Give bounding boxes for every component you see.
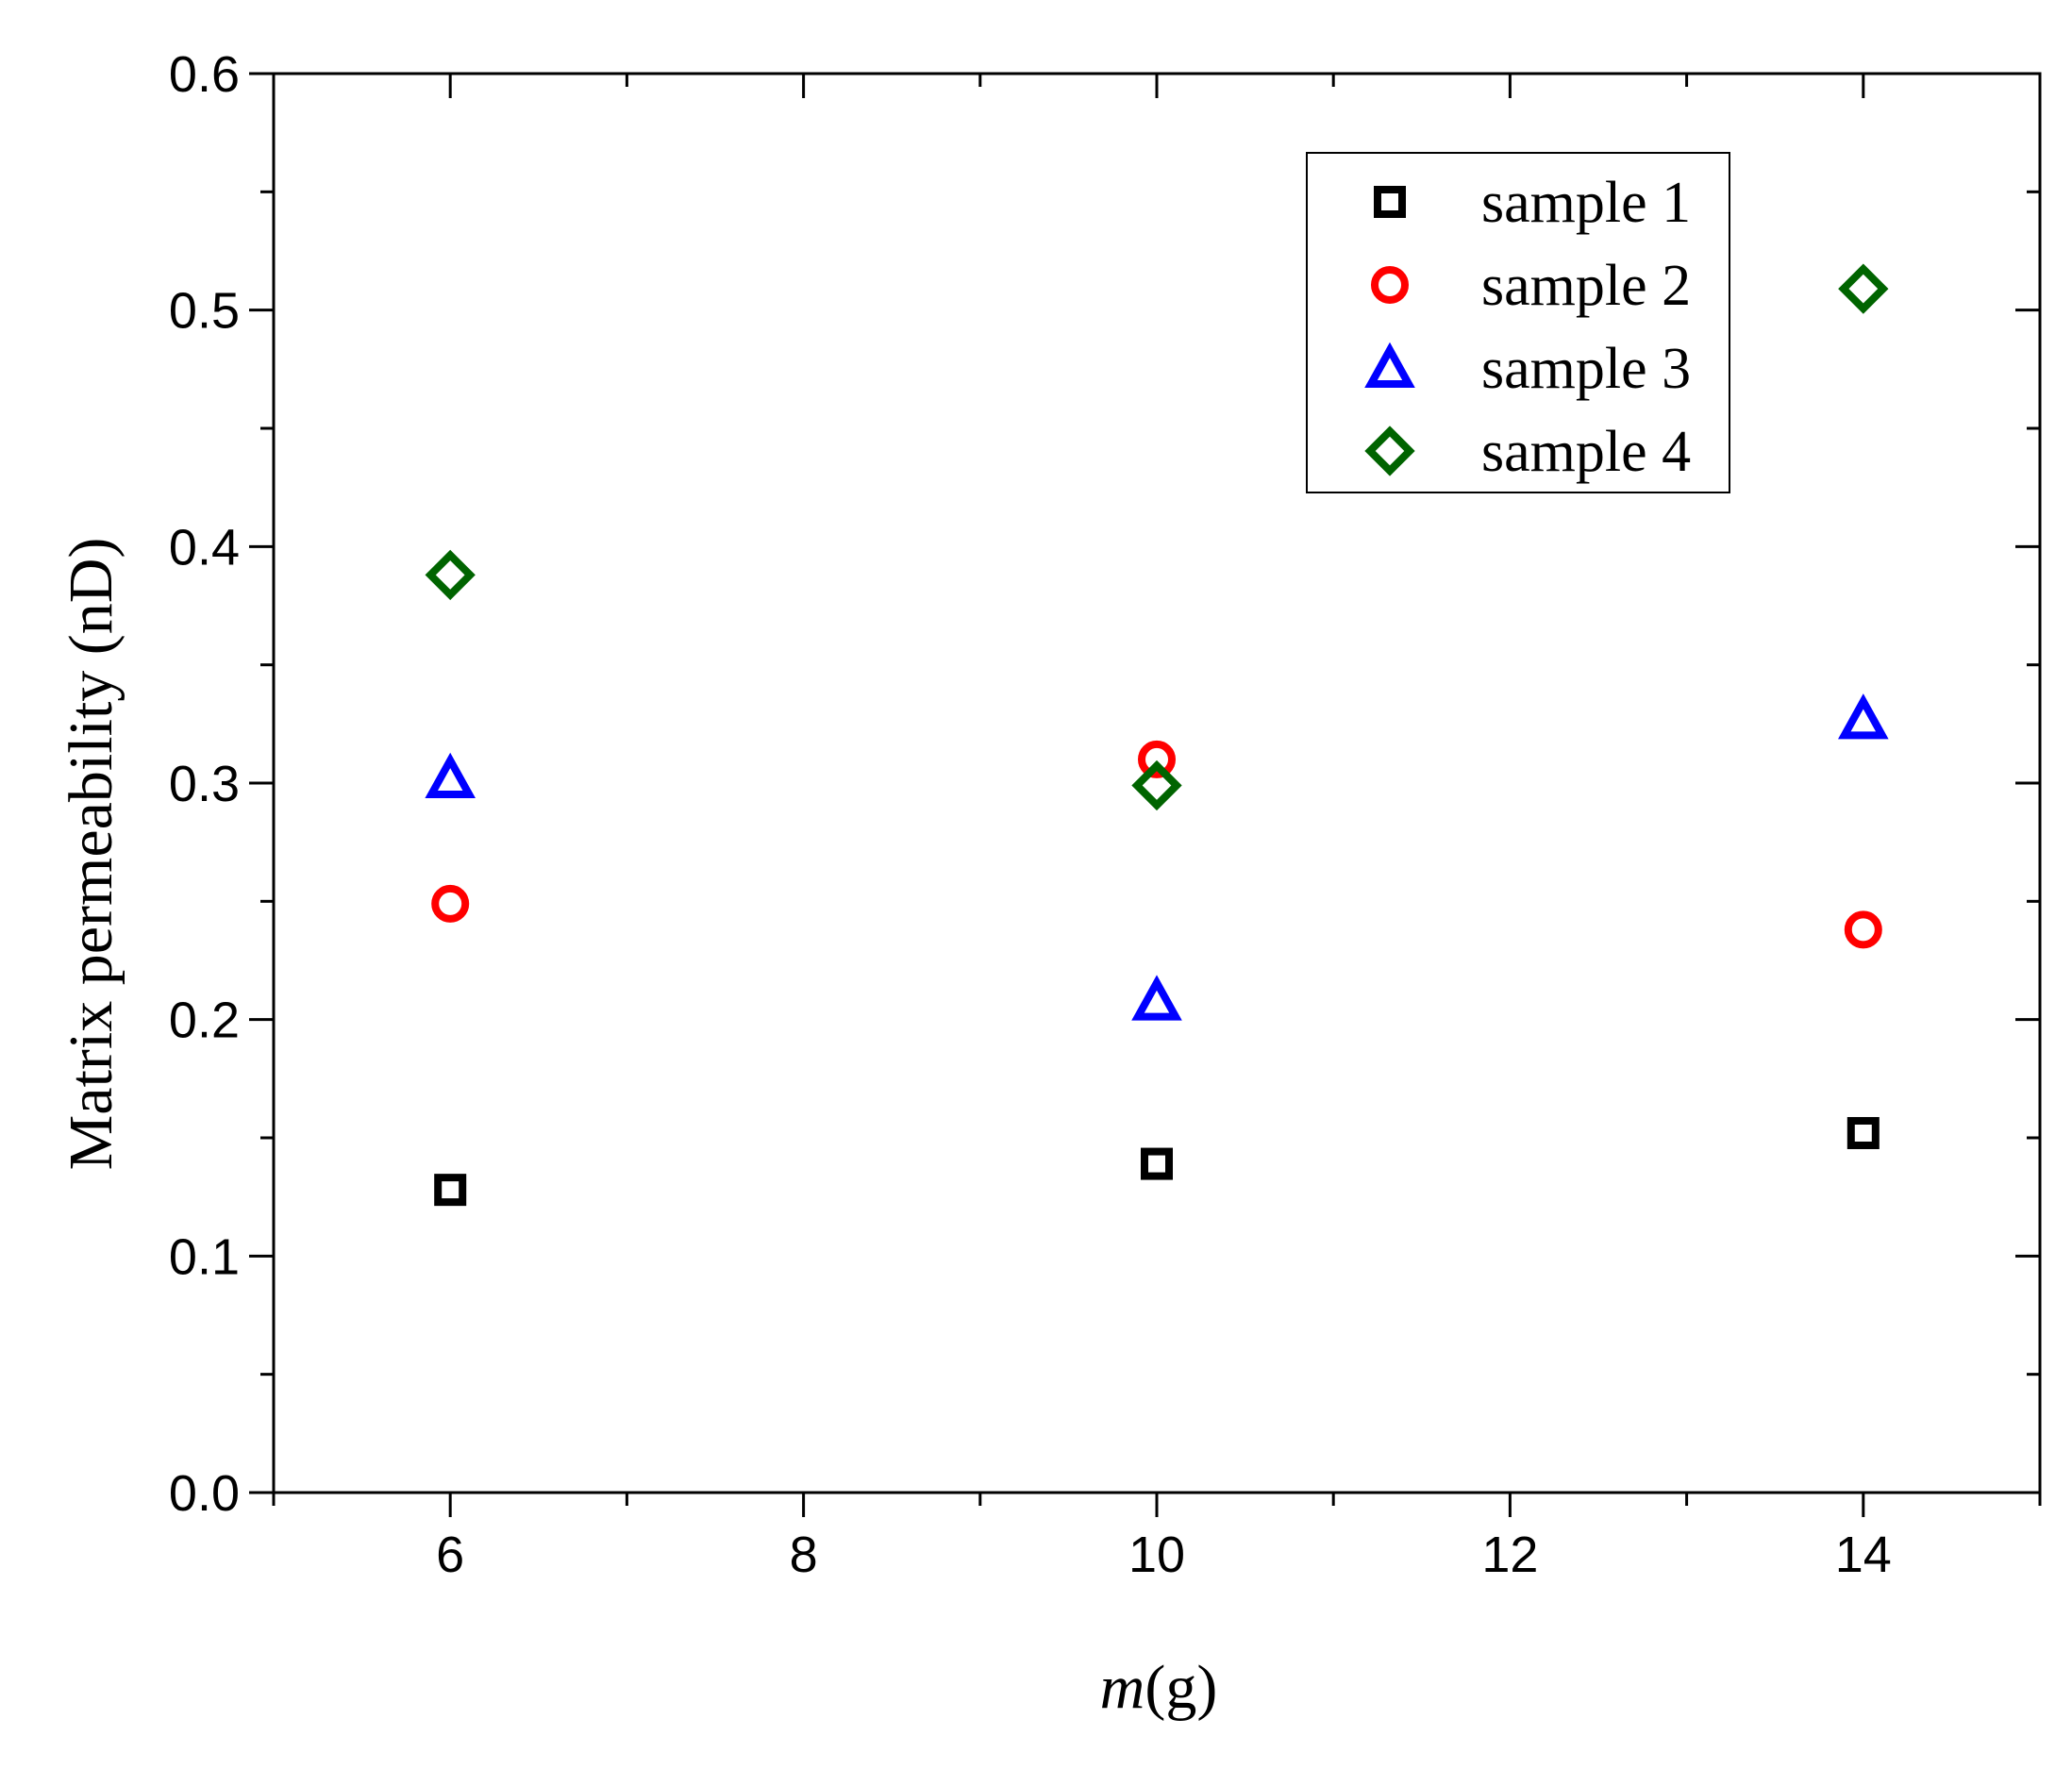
legend-marker bbox=[1364, 342, 1415, 388]
x-axis-title-rest: (g) bbox=[1145, 1653, 1217, 1722]
plot-frame bbox=[272, 72, 2042, 1494]
x-axis-title: m(g) bbox=[1100, 1653, 1218, 1722]
data-point-series-3 bbox=[1838, 693, 1889, 740]
legend: sample 1 sample 2 sample 3 sample 4 bbox=[1306, 152, 1730, 493]
y-tick-label: 0.6 bbox=[169, 46, 240, 103]
legend-marker bbox=[1374, 186, 1406, 218]
x-tick-label: 14 bbox=[1835, 1527, 1892, 1583]
plot-border bbox=[272, 72, 2042, 1494]
legend-marker bbox=[1364, 426, 1415, 476]
y-tick-label: 0.4 bbox=[169, 519, 240, 576]
data-point-series-4 bbox=[1131, 759, 1182, 811]
legend-label: sample 2 bbox=[1481, 254, 1691, 318]
x-tick-label: 8 bbox=[790, 1527, 818, 1583]
x-tick-label: 6 bbox=[436, 1527, 464, 1583]
y-axis-title: Matrix permeability (nD) bbox=[57, 538, 125, 1171]
data-point-series-3 bbox=[425, 752, 476, 798]
legend-marker bbox=[1371, 266, 1409, 304]
data-point-series-2 bbox=[1844, 910, 1882, 949]
tick-labels: 6 8 10 12 14 0.0 0.1 0.2 0.3 0.4 0.5 0.6 bbox=[169, 46, 1892, 1583]
axis-ticks bbox=[249, 72, 2042, 1517]
data-point-series-3 bbox=[1131, 975, 1182, 1021]
y-tick-label: 0.1 bbox=[169, 1228, 240, 1285]
x-axis-title-italic: m bbox=[1100, 1653, 1145, 1722]
data-point-series-1 bbox=[434, 1174, 467, 1207]
y-tick-label: 0.2 bbox=[169, 993, 240, 1049]
data-point-series-4 bbox=[1838, 263, 1889, 314]
legend-label: sample 4 bbox=[1481, 420, 1691, 484]
data-point-series-2 bbox=[1138, 740, 1176, 778]
data-point-series-4 bbox=[425, 549, 476, 601]
data-point-series-1 bbox=[1846, 1116, 1880, 1149]
x-tick-label: 12 bbox=[1481, 1527, 1538, 1583]
data-markers bbox=[425, 263, 1889, 1207]
x-tick-label: 10 bbox=[1128, 1527, 1185, 1583]
legend-label: sample 3 bbox=[1481, 337, 1691, 401]
y-tick-label: 0.0 bbox=[169, 1465, 240, 1522]
y-tick-label: 0.3 bbox=[169, 756, 240, 812]
legend-label: sample 1 bbox=[1481, 171, 1691, 235]
y-tick-label: 0.5 bbox=[169, 283, 240, 340]
data-point-series-1 bbox=[1141, 1147, 1173, 1180]
data-point-series-2 bbox=[431, 884, 470, 923]
